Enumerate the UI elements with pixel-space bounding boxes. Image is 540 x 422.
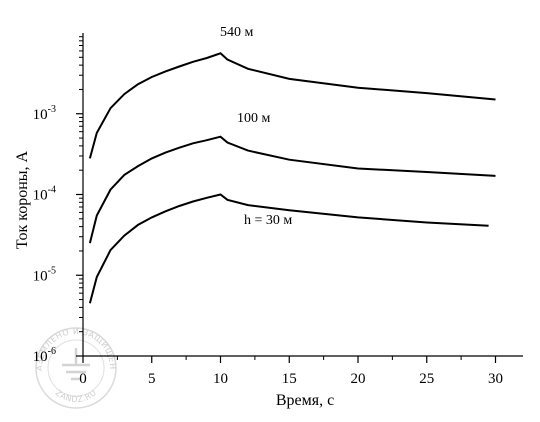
svg-text:ZANDZ.RU: ZANDZ.RU xyxy=(54,388,99,404)
x-tick-label: 15 xyxy=(282,371,297,387)
y-tick-label: 10-4 xyxy=(33,185,56,204)
x-tick-label: 0 xyxy=(79,371,87,387)
x-tick-label: 10 xyxy=(213,371,228,387)
ticks: 0 5 10 15 20 25 30 10-6 10-5 10-4 10-3 xyxy=(33,36,503,387)
y-tick-label: 10-3 xyxy=(33,104,56,123)
x-tick-label: 5 xyxy=(148,371,156,387)
x-tick-label: 20 xyxy=(351,371,366,387)
x-tick-label: 30 xyxy=(488,371,503,387)
x-axis-label: Время, с xyxy=(276,392,334,409)
series-labels: 540 м 100 м h = 30 м xyxy=(220,25,292,228)
series-label-3: h = 30 м xyxy=(244,213,292,228)
y-tick-label: 10-6 xyxy=(33,346,56,365)
series-label-2: 100 м xyxy=(237,111,271,126)
series-line-3 xyxy=(88,193,489,304)
y-tick-label: 10-5 xyxy=(33,265,56,284)
x-tick-label: 25 xyxy=(419,371,434,387)
watermark-bottom-text: ZANDZ.RU xyxy=(54,388,98,404)
series-line-1 xyxy=(88,52,496,159)
series-label-1: 540 м xyxy=(220,25,254,40)
series-group xyxy=(88,52,496,304)
y-axis-label: Ток короны, А xyxy=(14,150,31,249)
series-line-2 xyxy=(88,135,496,244)
